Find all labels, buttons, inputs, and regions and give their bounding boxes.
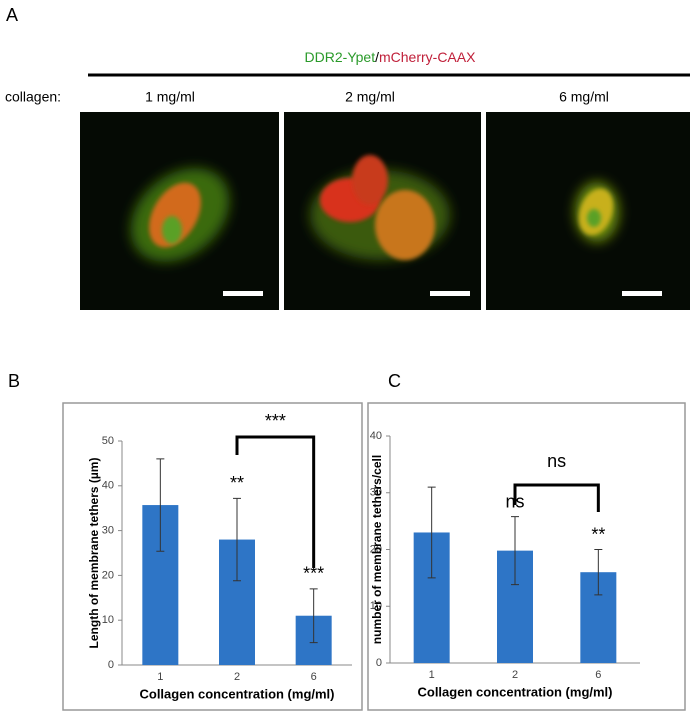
y-tick-label: 20 [102, 569, 114, 581]
significance-label: *** [303, 564, 324, 584]
row-label: collagen: [5, 89, 61, 105]
error-bar [156, 458, 165, 552]
y-tick-label: 30 [370, 487, 382, 499]
y-axis-label: Length of membrane tethers (µm) [87, 458, 101, 649]
y-tick-label: 10 [102, 614, 114, 626]
x-tick-label: 1 [429, 669, 435, 681]
y-tick-label: 0 [108, 659, 114, 671]
panel-label: A [6, 5, 18, 25]
title-green: DDR2-Ypet [305, 49, 376, 65]
significance-label: ** [591, 524, 605, 544]
title-slash: / [375, 49, 379, 65]
column-label: 1 mg/ml [145, 89, 195, 105]
micrograph [80, 112, 279, 310]
bracket-label: *** [265, 411, 286, 431]
y-tick-label: 40 [370, 430, 382, 442]
y-axis-label: number of membrane tethers/cell [370, 455, 384, 644]
column-label: 6 mg/ml [559, 89, 609, 105]
x-tick-label: 2 [234, 671, 240, 683]
y-tick-label: 20 [370, 543, 382, 555]
error-bar [427, 486, 436, 579]
y-tick-label: 50 [102, 435, 114, 447]
micrograph [284, 112, 481, 310]
x-tick-label: 6 [595, 669, 601, 681]
error-bar [233, 497, 241, 582]
x-tick-label: 6 [311, 671, 317, 683]
error-bar [309, 588, 318, 644]
panel-frame [367, 402, 686, 711]
column-label: 2 mg/ml [345, 89, 395, 105]
x-axis-label: Collagen concentration (mg/ml) [417, 684, 612, 699]
bracket-label: ns [547, 451, 566, 471]
significance-bracket [235, 435, 316, 568]
y-tick-label: 0 [376, 657, 382, 669]
x-axis-label: Collagen concentration (mg/ml) [139, 686, 334, 701]
significance-bracket [513, 483, 600, 512]
x-tick-label: 1 [157, 671, 163, 683]
significance-label: ** [230, 473, 244, 493]
panel-label: C [388, 371, 401, 391]
x-tick-label: 2 [512, 669, 518, 681]
panel-frame [62, 402, 363, 711]
title-red: mCherry-CAAX [379, 49, 476, 65]
error-bar [594, 549, 603, 596]
error-bar [511, 516, 519, 586]
y-tick-label: 30 [102, 525, 114, 537]
panel-title: DDR2-Ypet/mCherry-CAAX [305, 49, 477, 65]
y-tick-label: 40 [102, 480, 114, 492]
y-tick-label: 10 [370, 600, 382, 612]
micrograph [486, 112, 690, 310]
panel-label: B [8, 371, 20, 391]
